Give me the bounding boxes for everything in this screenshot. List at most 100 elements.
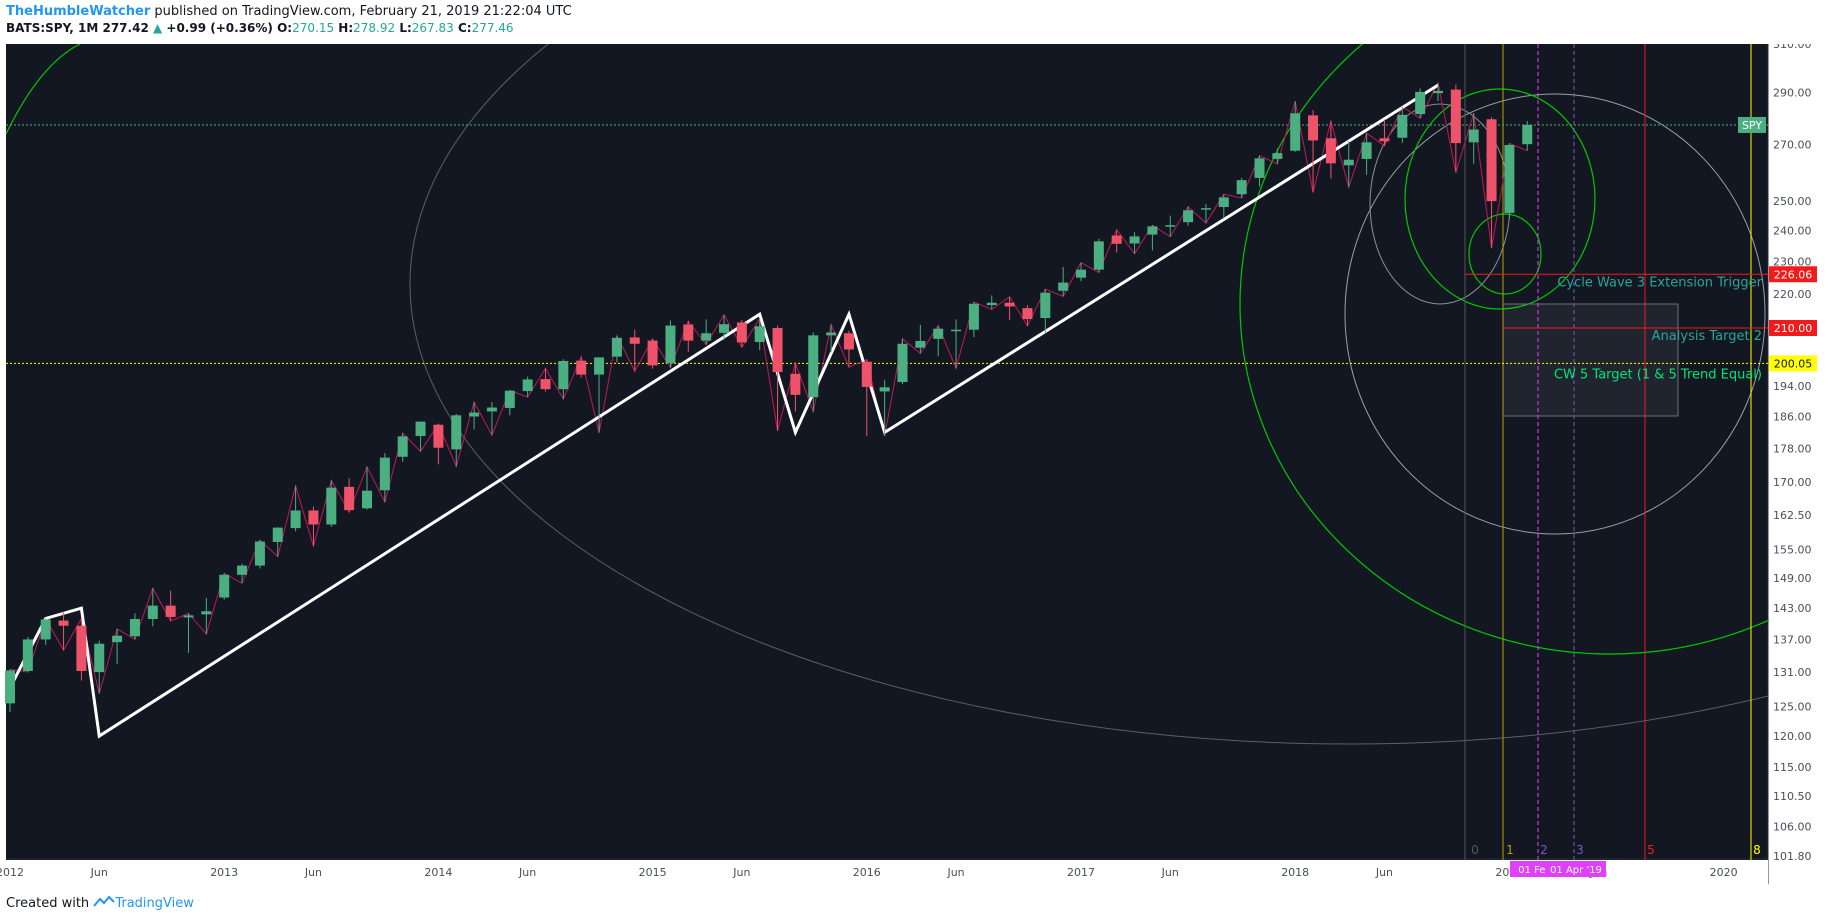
annotation-label: Analysis Target 2 [1652, 329, 1762, 344]
candle-body [719, 324, 729, 333]
candle-body [1433, 90, 1443, 94]
price-badge-label: 210.00 [1774, 322, 1813, 335]
candle-body [1147, 226, 1158, 235]
candle-body [415, 421, 426, 436]
x-tick-label: Jun [518, 866, 536, 879]
candle-body [254, 541, 265, 566]
y-tick-label: 250.00 [1773, 195, 1812, 208]
candle-body [861, 361, 872, 387]
price-badge [1738, 116, 1766, 133]
candle-body [1415, 91, 1426, 115]
candle-body [1111, 235, 1122, 244]
x-tick-label: Jun [732, 866, 750, 879]
y-tick-label: 143.00 [1773, 602, 1812, 615]
candle-body [201, 611, 212, 615]
date-badge [1546, 861, 1606, 877]
candle-body [1522, 124, 1533, 145]
candle-body [1022, 308, 1033, 320]
candle-body [915, 340, 926, 348]
candle-body [1058, 282, 1069, 291]
candle-body [1218, 197, 1229, 208]
y-tick-label: 230.00 [1773, 256, 1812, 269]
candle-body [5, 670, 15, 704]
candle-body [1040, 292, 1051, 318]
candle-body [362, 490, 372, 509]
candle-body [1450, 89, 1461, 144]
time-axis: 2012 Jun 2013 Jun 2014 Jun 2015 Jun 2016 Jun 2017 J… [0, 860, 1768, 884]
candle-body [469, 412, 480, 417]
plot-area [6, 44, 1768, 884]
candle-body [772, 327, 783, 373]
candles [5, 82, 1533, 713]
time-axis-bg [6, 860, 1768, 884]
x-tick-label: 2012 [0, 866, 24, 879]
candle-body [1165, 225, 1176, 227]
candle-body [1361, 142, 1372, 159]
low-value: 267.83 [411, 21, 454, 35]
candle-body [1343, 159, 1354, 166]
candle-body [1183, 210, 1194, 223]
x-tick-label: 2013 [210, 866, 238, 879]
y-tick-label: 170.00 [1773, 476, 1812, 489]
candle-body [629, 337, 640, 344]
candle-body [379, 457, 390, 491]
candle-body [594, 357, 605, 375]
candle-body [647, 340, 658, 366]
x-tick-label: 2015 [639, 866, 667, 879]
y-tick-label: 162.50 [1773, 509, 1812, 522]
candle-body [1254, 158, 1265, 178]
author-link[interactable]: TheHumbleWatcher [6, 4, 151, 19]
candle-body [879, 387, 890, 392]
y-tick-label: 106.00 [1773, 821, 1812, 834]
x-tick-label: 2014 [424, 866, 452, 879]
candle-body [1004, 302, 1015, 307]
price-axis-bg [1769, 44, 1828, 859]
candle-body [290, 510, 301, 529]
cycle-label: 0 [1471, 843, 1479, 857]
candle-body [451, 415, 462, 450]
candle-body [576, 360, 587, 375]
y-tick-label: 290.00 [1773, 87, 1812, 100]
candle-body [754, 326, 765, 343]
y-tick-label: 120.00 [1773, 730, 1812, 743]
x-tick-label: Jun [1375, 866, 1393, 879]
candle-body [486, 407, 497, 412]
price-badges: SPY 226.06 210.00 200.05 [1738, 116, 1817, 372]
candle-body [165, 605, 176, 617]
candle-body [183, 615, 194, 618]
candle-body [611, 337, 622, 357]
price-badge-label: 226.06 [1774, 268, 1813, 281]
candle-body [843, 333, 854, 350]
open-label: O: [277, 21, 293, 35]
ohlc-legend: BATS:SPY, 1M 277.42 ▲ +0.99 (+0.36%) O:2… [6, 20, 572, 36]
cycle-label: 8 [1753, 843, 1761, 857]
y-tick-label: 155.00 [1773, 543, 1812, 556]
candle-body [129, 618, 140, 637]
candle-body [40, 619, 51, 640]
candle-body [397, 436, 408, 457]
price-chart[interactable]: 310.00 290.00 270.00 250.00 240.00 230.00 220.… [0, 44, 1828, 886]
x-tick-label: Jun [1161, 866, 1179, 879]
candle-body [986, 302, 997, 306]
tradingview-logo-icon [93, 896, 116, 907]
symbol-label[interactable]: BATS:SPY, 1M [6, 21, 99, 35]
y-tick-label: 115.00 [1773, 761, 1812, 774]
price-badge-label: SPY [1742, 119, 1762, 132]
candle-body [540, 379, 551, 390]
candle-body [1397, 114, 1408, 138]
x-tick-label: 2017 [1067, 866, 1095, 879]
price-change: +0.99 (+0.36%) [166, 21, 273, 35]
candle-body [1200, 208, 1211, 210]
candle-body [826, 332, 837, 336]
candle-body [1468, 129, 1479, 143]
candle-body [701, 333, 712, 341]
cycle-label: 3 [1576, 843, 1584, 857]
candle-body [558, 361, 569, 390]
price-axis: 310.00 290.00 270.00 250.00 240.00 230.00 220.… [1769, 44, 1828, 863]
candle-body [1236, 180, 1247, 195]
tradingview-link[interactable]: TradingView [115, 896, 194, 911]
y-tick-label: 178.00 [1773, 443, 1812, 456]
candle-body [112, 635, 123, 643]
candle-body [808, 335, 819, 398]
candle-body [76, 625, 87, 671]
